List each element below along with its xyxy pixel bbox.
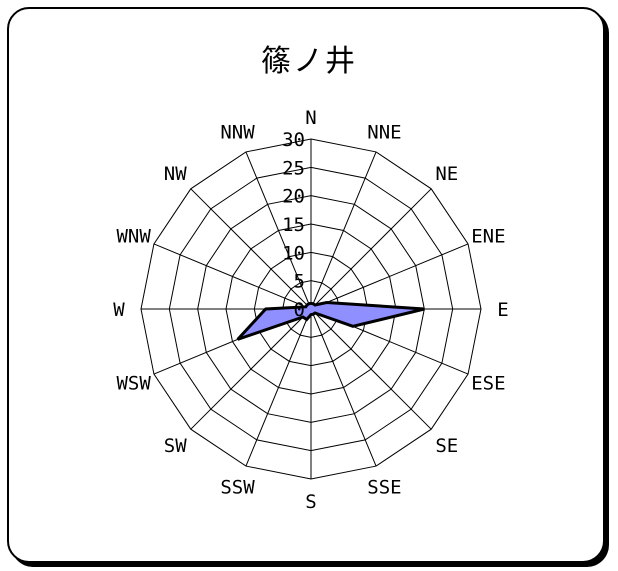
tick-label: 10 (282, 242, 305, 264)
direction-label-S: S (305, 491, 316, 513)
direction-label-W: W (113, 299, 125, 321)
grid-ring (253, 251, 369, 367)
direction-label-NNE: NNE (367, 122, 401, 144)
direction-label-WSW: WSW (116, 372, 151, 394)
grid-ring (282, 280, 340, 338)
direction-label-ENE: ENE (471, 226, 505, 248)
grid-ring (140, 138, 482, 480)
grid-ring (197, 195, 425, 423)
tick-label: 30 (282, 129, 305, 151)
direction-label-WNW: WNW (116, 226, 151, 248)
direction-label-NE: NE (435, 163, 458, 185)
direction-label-NW: NW (164, 163, 187, 185)
grid-ring (168, 166, 454, 452)
tick-label: 0 (294, 299, 305, 321)
tick-label: 15 (282, 214, 305, 236)
grid-ring (225, 223, 397, 395)
tick-label: 5 (294, 271, 305, 293)
direction-label-N: N (305, 107, 316, 129)
direction-label-SW: SW (164, 435, 187, 457)
chart-frame (7, 7, 605, 563)
chart-title: 篠ノ井 (261, 44, 357, 79)
direction-label-SE: SE (435, 435, 458, 457)
direction-label-ESE: ESE (471, 372, 505, 394)
direction-label-E: E (497, 299, 508, 321)
direction-label-SSW: SSW (220, 476, 255, 498)
direction-label-SSE: SSE (367, 476, 401, 498)
tick-label: 20 (282, 186, 305, 208)
series-area (236, 300, 425, 341)
direction-label-NNW: NNW (220, 122, 255, 144)
tick-label: 25 (282, 157, 305, 179)
